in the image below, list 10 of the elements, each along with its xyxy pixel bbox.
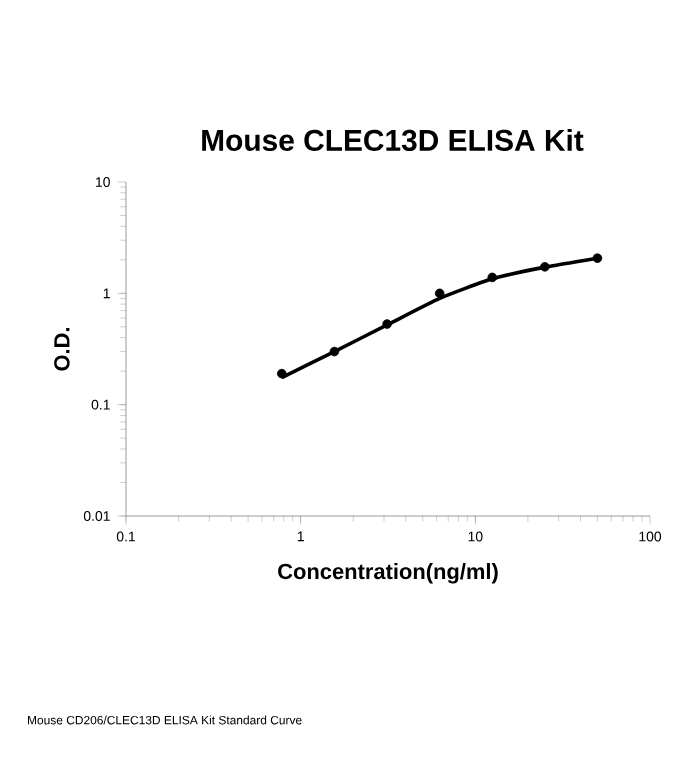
point: [277, 368, 287, 379]
y-axis-title: O.D.: [54, 328, 70, 371]
x-axis-title: Concentration(ng/ml): [278, 563, 498, 584]
point: [329, 346, 340, 357]
chart-title: Mouse CLEC13D ELISA Kit: [202, 129, 584, 151]
point: [487, 272, 498, 283]
point: [592, 253, 603, 263]
point: [382, 319, 392, 329]
point: [540, 262, 550, 272]
point: [434, 288, 445, 299]
